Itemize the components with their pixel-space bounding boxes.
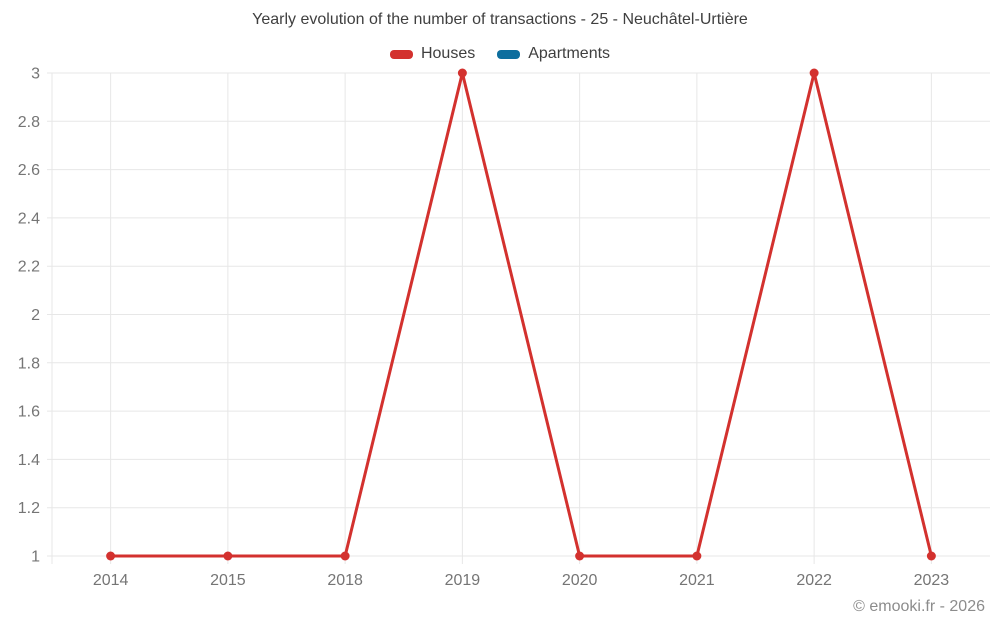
svg-text:2.8: 2.8 (18, 114, 40, 131)
svg-text:2.6: 2.6 (18, 162, 40, 179)
svg-text:1.2: 1.2 (18, 500, 40, 517)
svg-text:2019: 2019 (445, 572, 481, 589)
houses-series-swatch-icon (389, 49, 413, 59)
svg-text:2022: 2022 (796, 572, 832, 589)
watermark: © emooki.fr - 2026 (853, 598, 985, 615)
svg-text:2020: 2020 (562, 572, 598, 589)
svg-text:2021: 2021 (679, 572, 715, 589)
chart-title: Yearly evolution of the number of transa… (252, 11, 748, 28)
svg-text:2.2: 2.2 (18, 259, 40, 276)
svg-text:2018: 2018 (327, 572, 363, 589)
svg-text:1: 1 (31, 549, 40, 566)
svg-text:3: 3 (31, 66, 40, 83)
svg-text:2015: 2015 (210, 572, 246, 589)
svg-text:2014: 2014 (93, 572, 129, 589)
legend-item-houses[interactable]: Houses (389, 45, 476, 63)
svg-text:1.8: 1.8 (18, 355, 40, 372)
legend-label-houses: Houses (420, 45, 476, 62)
svg-text:2023: 2023 (914, 572, 950, 589)
svg-text:2: 2 (31, 307, 40, 324)
chart-legend: Houses Apartments (0, 45, 1000, 63)
svg-text:1.4: 1.4 (18, 452, 40, 469)
legend-label-apartments: Apartments (528, 45, 611, 62)
svg-text:2.4: 2.4 (18, 210, 40, 227)
svg-text:1.6: 1.6 (18, 404, 40, 421)
legend-item-apartments[interactable]: Apartments (497, 45, 610, 63)
apartments-series-swatch-icon (497, 49, 521, 59)
